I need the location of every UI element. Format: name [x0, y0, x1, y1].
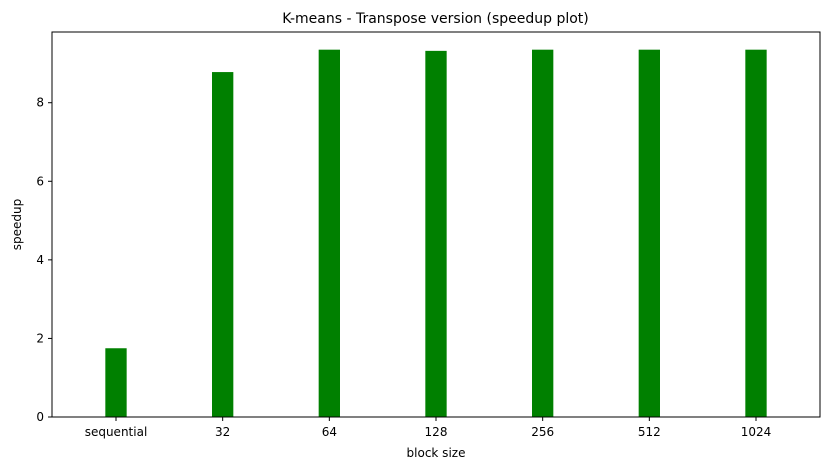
y-tick-label: 4 — [36, 253, 44, 267]
bar-32 — [212, 72, 234, 417]
x-axis-ticks: sequential 32 64 128 256 512 1024 — [85, 417, 772, 439]
x-tick-label: 512 — [638, 425, 661, 439]
y-tick-label: 6 — [36, 174, 44, 188]
y-tick-label: 2 — [36, 331, 44, 345]
x-tick-label: 256 — [531, 425, 554, 439]
bar-64 — [318, 49, 340, 418]
x-tick-label: 1024 — [741, 425, 772, 439]
chart-title: K-means - Transpose version (speedup plo… — [282, 11, 589, 27]
bar-128 — [425, 50, 447, 418]
bar-256 — [532, 49, 554, 418]
bar-1024 — [745, 49, 767, 418]
y-axis-ticks: 0 2 4 6 8 — [36, 96, 52, 424]
bar-sequential — [105, 348, 127, 417]
x-tick-label: 128 — [425, 425, 448, 439]
y-axis-label: speedup — [10, 199, 24, 250]
x-tick-label: sequential — [85, 425, 148, 439]
x-tick-label: 64 — [322, 425, 337, 439]
y-tick-label: 8 — [36, 96, 44, 110]
plot-frame — [51, 31, 821, 418]
bar-512 — [638, 49, 660, 418]
bars-group — [105, 49, 767, 418]
x-tick-label: 32 — [215, 425, 230, 439]
y-tick-label: 0 — [36, 410, 44, 424]
x-axis-label: block size — [407, 446, 466, 460]
